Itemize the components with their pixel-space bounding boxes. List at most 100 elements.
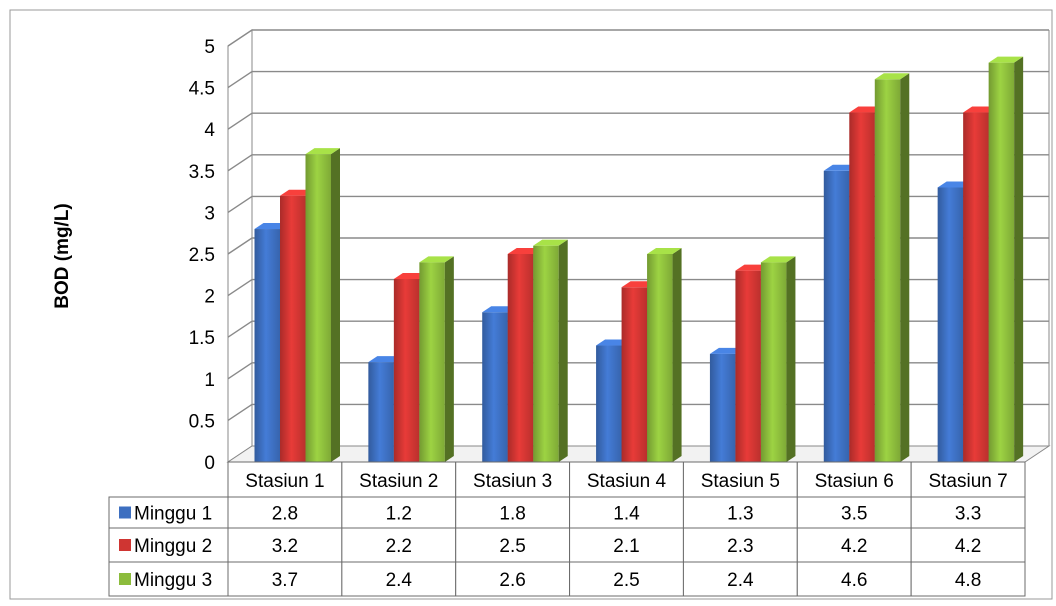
legend-swatch	[119, 506, 131, 519]
y-tick-label: 1.5	[189, 328, 215, 349]
bar-front	[735, 270, 761, 462]
bar-top	[988, 56, 1024, 63]
table-cell	[569, 527, 684, 563]
table-cell	[796, 561, 912, 597]
bar-side	[331, 148, 340, 462]
table-header-cell	[341, 461, 457, 498]
category-label: Stasiun 5	[701, 471, 780, 492]
y-tick-label: 1	[204, 370, 215, 391]
table-cell	[341, 527, 457, 563]
legend-label: Minggu 3	[134, 570, 212, 591]
data-label: 2.5	[613, 570, 639, 591]
table-header-cell	[910, 461, 1026, 498]
legend-swatch	[119, 539, 131, 551]
table-cell	[796, 496, 912, 529]
table-cell	[455, 561, 571, 597]
bar-front	[368, 362, 394, 462]
bar-front	[647, 254, 673, 462]
bar	[533, 239, 568, 462]
legend-label: Minggu 2	[134, 536, 212, 557]
bar-front	[533, 245, 559, 462]
bar-front	[621, 287, 648, 462]
bar-front	[823, 170, 850, 463]
table-cell	[682, 527, 798, 563]
gridline	[227, 112, 1049, 130]
bar	[419, 256, 454, 462]
bar-top	[647, 248, 682, 254]
bar-top	[305, 148, 340, 155]
y-tick-label: 5	[204, 37, 215, 58]
data-label: 2.4	[727, 570, 754, 591]
data-label: 2.8	[272, 504, 298, 525]
bar-front	[254, 229, 280, 462]
gridline	[227, 29, 1049, 47]
table-cell	[341, 561, 457, 597]
table-cell	[569, 561, 684, 597]
category-label: Stasiun 4	[587, 471, 667, 492]
bar-front	[482, 312, 508, 462]
bar	[305, 148, 340, 462]
data-label: 3.7	[272, 570, 298, 591]
category-label: Stasiun 3	[473, 471, 552, 492]
category-label: Stasiun 7	[928, 471, 1007, 492]
data-label: 1.8	[499, 504, 525, 525]
bar-front	[874, 79, 901, 462]
bar-front	[393, 278, 420, 462]
bar-front	[305, 154, 331, 462]
data-label: 4.6	[841, 570, 867, 591]
data-label: 4.8	[955, 570, 981, 591]
table-cell	[910, 561, 1026, 597]
data-label: 2.5	[499, 536, 525, 557]
bar-front	[963, 112, 989, 462]
bar-top	[419, 256, 454, 263]
table-cell	[227, 527, 343, 563]
bar-top	[760, 256, 796, 263]
y-tick-label: 2.5	[189, 245, 215, 266]
bar-front	[988, 62, 1015, 462]
y-tick-label: 0	[204, 453, 215, 474]
table-cell	[682, 496, 798, 529]
bar-front	[280, 195, 306, 462]
legend-label: Minggu 1	[134, 504, 212, 525]
legend-swatch	[119, 573, 131, 585]
bar	[760, 256, 796, 462]
bar-side	[672, 248, 682, 462]
table-header-cell	[569, 461, 684, 498]
data-label: 4.2	[841, 536, 867, 557]
data-label: 1.3	[727, 504, 753, 525]
data-label: 2.6	[499, 570, 525, 591]
bar-front	[937, 187, 964, 462]
bar-side	[558, 239, 568, 462]
data-label: 2.2	[386, 536, 412, 557]
bar-top	[533, 239, 568, 246]
y-tick-label: 3.5	[189, 162, 215, 183]
bar-front	[507, 254, 534, 462]
y-tick-label: 4	[204, 120, 215, 141]
bar-front	[596, 345, 622, 462]
gridline	[227, 154, 1049, 172]
table-cell	[796, 527, 912, 563]
data-label: 1.4	[613, 504, 640, 525]
bar-side	[900, 73, 910, 462]
category-label: Stasiun 6	[815, 471, 894, 492]
y-axis-label: BOD (mg/L)	[52, 203, 73, 309]
table-cell	[341, 496, 457, 529]
gridline	[227, 70, 1049, 89]
bar-front	[760, 262, 787, 462]
bar-top	[874, 73, 910, 80]
bar-side	[1014, 56, 1024, 462]
y-tick-label: 2	[204, 287, 215, 308]
category-label: Stasiun 2	[359, 471, 438, 492]
data-label: 1.2	[386, 504, 412, 525]
gridline	[227, 237, 1049, 255]
y-tick-label: 0.5	[189, 411, 215, 432]
gridline	[227, 195, 1049, 213]
data-label: 2.4	[386, 570, 413, 591]
bar	[647, 248, 682, 462]
bar	[988, 56, 1024, 462]
data-label: 3.3	[955, 504, 981, 525]
data-label: 3.2	[272, 536, 298, 557]
data-label: 4.2	[955, 536, 981, 557]
